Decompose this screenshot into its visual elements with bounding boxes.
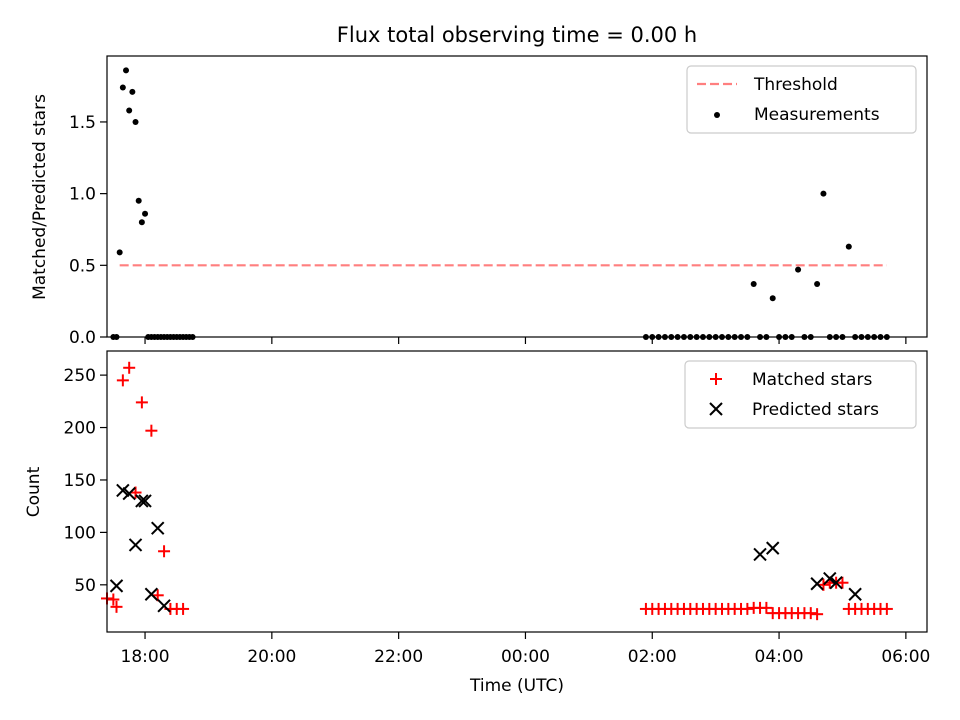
predicted-star-point [122, 486, 136, 501]
predicted-star-point [753, 547, 767, 562]
measurement-point [769, 295, 776, 302]
bottom-plot-frame [106, 350, 928, 633]
matched-star-point [811, 608, 824, 621]
legend-matched-label: Matched stars [752, 370, 872, 390]
top-subplot: 0.0 0.5 1.0 1.5 Threshold Measurements [69, 55, 928, 348]
matched-star-point [110, 600, 123, 613]
measurement-point [750, 280, 757, 287]
top-plot-frame [106, 55, 928, 338]
predicted-star-point [823, 571, 837, 586]
legend-measurements-marker [714, 112, 720, 118]
predicted-star-point [128, 538, 143, 552]
measurement-point [116, 249, 123, 256]
measurement-point [119, 84, 126, 91]
predicted-star-point [766, 541, 780, 555]
legend-predicted-marker [709, 402, 723, 416]
predicted-star-point [116, 483, 130, 498]
bottom-y-tick-label: 100 [64, 523, 96, 543]
measurement-point [132, 118, 139, 125]
measurement-point [814, 280, 821, 287]
matched-star-point [107, 593, 120, 606]
top-legend-box [686, 65, 917, 134]
measurement-point [126, 107, 133, 114]
matched-star-point [880, 602, 893, 615]
legend-matched-marker [710, 373, 722, 385]
matched-star-point [804, 607, 817, 620]
measurement-point [795, 266, 802, 273]
bottom-legend-box [684, 360, 917, 429]
matched-star-point [177, 602, 190, 615]
predicted-star-point [135, 494, 149, 508]
bottom-x-tick-label: 18:00 [121, 647, 170, 667]
matched-star-point [836, 576, 849, 589]
measurement-point [129, 88, 136, 95]
matched-star-point [760, 601, 773, 614]
top-y-tick-label: 1.0 [69, 185, 96, 205]
predicted-star-point [848, 587, 862, 601]
bottom-x-tick-label: 04:00 [755, 647, 804, 667]
bottom-x-tick-label: 06:00 [881, 647, 930, 667]
bottom-x-tick-label: 00:00 [501, 647, 550, 667]
predicted-star-point [157, 599, 171, 613]
bottom-y-tick-label: 150 [64, 471, 96, 491]
bottom-legend: Matched stars Predicted stars [684, 360, 917, 429]
predicted-star-point [144, 587, 159, 601]
matched-star-point [145, 424, 158, 437]
predicted-star-point [109, 579, 124, 593]
predicted-star-point [810, 577, 824, 591]
measurement-point [135, 197, 142, 204]
matched-star-point [116, 374, 129, 387]
matched-star-point [741, 602, 754, 615]
bottom-x-tick-label: 02:00 [628, 647, 677, 667]
matched-star-point [158, 545, 171, 558]
measurement-point [123, 67, 130, 74]
measurement-point [138, 219, 145, 226]
bottom-x-tick-label: 20:00 [247, 647, 296, 667]
legend-threshold-label: Threshold [753, 75, 838, 95]
measurement-point [142, 210, 149, 217]
matched-star-point [135, 396, 148, 409]
measurement-point [820, 190, 827, 197]
legend-measurements-label: Measurements [754, 105, 880, 125]
top-y-tick-label: 0.0 [69, 328, 96, 348]
matched-star-point [123, 361, 136, 374]
top-y-tick-label: 0.5 [69, 256, 96, 276]
figure-title: Flux total observing time = 0.00 h [337, 23, 697, 47]
bottom-y-tick-label: 50 [74, 576, 96, 596]
bottom-y-tick-label: 250 [64, 366, 96, 386]
top-legend: Threshold Measurements [686, 65, 917, 134]
predicted-star-point [138, 494, 152, 508]
predicted-star-point [151, 521, 165, 535]
bottom-x-tick-label: 22:00 [374, 647, 423, 667]
legend-predicted-label: Predicted stars [752, 400, 879, 420]
measurement-point [845, 243, 852, 250]
bottom-y-tick-label: 200 [64, 419, 96, 439]
top-y-axis-label: Matched/Predicted stars [30, 94, 50, 300]
x-axis-label: Time (UTC) [469, 676, 564, 696]
bottom-y-axis-label: Count [24, 466, 44, 517]
top-y-tick-label: 1.5 [69, 113, 96, 133]
bottom-subplot: 50 100 150 200 250 18:00 20:00 22:00 00:00 02:00 0… [64, 350, 930, 667]
predicted-star-point [829, 576, 843, 590]
